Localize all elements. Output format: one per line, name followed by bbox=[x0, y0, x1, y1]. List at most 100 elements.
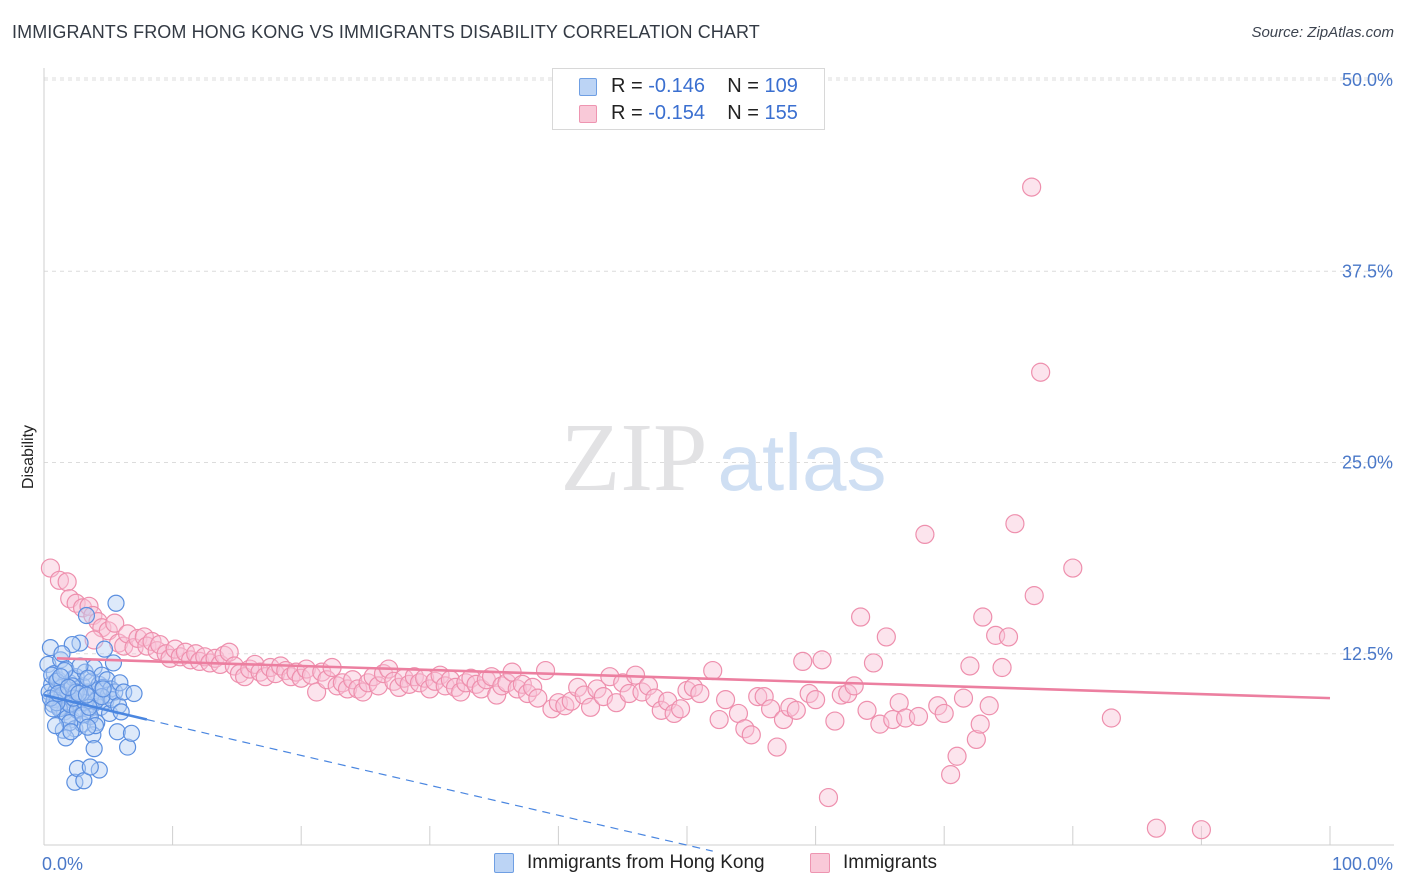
hongkong-point-41 bbox=[93, 666, 111, 684]
tick-labels: 12.5% 25.0% 37.5% 50.0% 0.0% 100.0% bbox=[42, 70, 1393, 874]
chart-title: IMMIGRANTS FROM HONG KONG VS IMMIGRANTS … bbox=[12, 22, 760, 42]
immigrants-point-144 bbox=[857, 700, 877, 720]
immigrants-point-120 bbox=[690, 683, 710, 704]
immigrants-point-168 bbox=[1101, 708, 1121, 728]
immigrants-trend-line bbox=[56, 657, 1331, 700]
immigrants-point-154 bbox=[934, 703, 954, 724]
immigrants-point-43 bbox=[260, 657, 280, 678]
immigrants-point-52 bbox=[307, 682, 327, 702]
hongkong-point-95 bbox=[90, 761, 108, 779]
immigrants-point-146 bbox=[870, 714, 890, 734]
x-tick-label-max: 100.0% bbox=[1332, 854, 1393, 874]
immigrants-point-137 bbox=[812, 650, 832, 670]
hongkong-point-43 bbox=[95, 640, 114, 658]
immigrants-point-145 bbox=[863, 653, 884, 673]
hongkong-point-55 bbox=[111, 674, 129, 692]
immigrants-point-128 bbox=[754, 686, 774, 707]
hongkong-point-53 bbox=[108, 723, 126, 741]
hongkong-point-0 bbox=[39, 655, 57, 674]
immigrants-point-151 bbox=[908, 706, 929, 727]
immigrants-point-95 bbox=[528, 688, 548, 708]
immigrants-point-54 bbox=[317, 670, 337, 690]
hongkong-point-60 bbox=[125, 684, 143, 703]
immigrants-point-169 bbox=[1146, 818, 1166, 838]
hongkong-point-90 bbox=[46, 717, 65, 735]
immigrants-points bbox=[40, 177, 1212, 840]
immigrants-point-155 bbox=[941, 765, 961, 785]
immigrants-point-130 bbox=[767, 737, 787, 757]
hongkong-trend-line bbox=[43, 693, 148, 721]
legend-swatch-hongkong bbox=[579, 78, 597, 96]
immigrants-point-152 bbox=[915, 524, 935, 545]
immigrants-point-164 bbox=[1005, 514, 1025, 534]
immigrants-point-64 bbox=[368, 676, 388, 696]
hongkong-point-108 bbox=[94, 680, 112, 698]
immigrants-point-122 bbox=[709, 709, 729, 730]
immigrants-point-127 bbox=[748, 686, 768, 707]
immigrants-point-157 bbox=[953, 688, 974, 708]
bottom-legend-label-immigrants: Immigrants bbox=[843, 852, 937, 873]
immigrants-point-159 bbox=[966, 729, 986, 750]
immigrants-point-138 bbox=[818, 787, 839, 808]
legend-n-value-hongkong: 109 bbox=[764, 75, 798, 97]
immigrants-point-94 bbox=[523, 677, 543, 698]
immigrants-point-136 bbox=[805, 690, 826, 710]
immigrants-point-89 bbox=[497, 673, 517, 693]
immigrants-point-166 bbox=[1031, 362, 1051, 382]
legend-swatch-immigrants bbox=[579, 105, 597, 123]
watermark-zip: ZIP bbox=[561, 404, 708, 512]
watermark-atlas: atlas bbox=[718, 418, 887, 507]
immigrants-point-19 bbox=[142, 631, 162, 652]
y-tick-label-3: 50.0% bbox=[1342, 70, 1393, 90]
legend-r-value-immigrants: -0.154 bbox=[648, 102, 705, 124]
hongkong-point-107 bbox=[77, 686, 96, 704]
immigrants-point-161 bbox=[979, 696, 999, 716]
legend-n-label: N = bbox=[727, 75, 759, 97]
immigrants-point-171 bbox=[1022, 177, 1042, 197]
hongkong-point-52 bbox=[107, 594, 125, 612]
bottom-legend-label-hongkong: Immigrants from Hong Kong bbox=[527, 852, 765, 873]
immigrants-point-143 bbox=[851, 607, 871, 627]
hongkong-point-99 bbox=[81, 758, 99, 776]
immigrants-point-147 bbox=[876, 627, 896, 647]
immigrants-point-71 bbox=[404, 667, 424, 687]
immigrants-point-75 bbox=[425, 671, 445, 691]
grid-lines bbox=[44, 77, 1394, 655]
legend-r-label: R = bbox=[611, 102, 643, 124]
y-tick-label-1: 25.0% bbox=[1342, 453, 1393, 473]
immigrants-point-167 bbox=[1063, 558, 1083, 578]
legend-n-label: N = bbox=[727, 102, 759, 124]
legend-r-label: R = bbox=[611, 75, 643, 97]
immigrants-point-163 bbox=[998, 627, 1019, 647]
hongkong-point-59 bbox=[122, 724, 141, 742]
immigrants-point-101 bbox=[568, 677, 588, 698]
immigrants-point-133 bbox=[786, 700, 806, 720]
immigrants-point-153 bbox=[928, 696, 948, 716]
immigrants-point-87 bbox=[487, 685, 507, 705]
immigrants-point-173 bbox=[992, 657, 1012, 678]
immigrants-point-142 bbox=[844, 676, 864, 696]
immigrants-point-59 bbox=[343, 670, 363, 690]
hongkong-point-58 bbox=[118, 738, 137, 756]
immigrants-point-121 bbox=[703, 660, 723, 681]
y-tick-label-2: 37.5% bbox=[1342, 261, 1393, 281]
trend-lines bbox=[43, 657, 1331, 852]
immigrants-point-170 bbox=[1191, 820, 1212, 840]
immigrants-point-11 bbox=[105, 613, 125, 633]
immigrants-point-88 bbox=[492, 676, 512, 696]
hongkong-point-93 bbox=[79, 718, 97, 736]
immigrants-point-80 bbox=[451, 682, 471, 702]
legend-r-value-hongkong: -0.146 bbox=[648, 75, 705, 97]
immigrants-point-158 bbox=[960, 656, 980, 676]
immigrants-point-1 bbox=[49, 570, 70, 590]
immigrants-point-103 bbox=[580, 697, 601, 717]
immigrants-point-93 bbox=[517, 683, 538, 704]
hongkong-point-98 bbox=[75, 772, 93, 790]
immigrants-point-50 bbox=[296, 659, 316, 679]
immigrants-point-172 bbox=[970, 714, 990, 734]
x-tick-label-min: 0.0% bbox=[42, 854, 83, 874]
immigrants-point-30 bbox=[195, 647, 215, 667]
bottom-legend-swatch-immigrants bbox=[810, 853, 830, 873]
hongkong-point-76 bbox=[79, 669, 97, 687]
